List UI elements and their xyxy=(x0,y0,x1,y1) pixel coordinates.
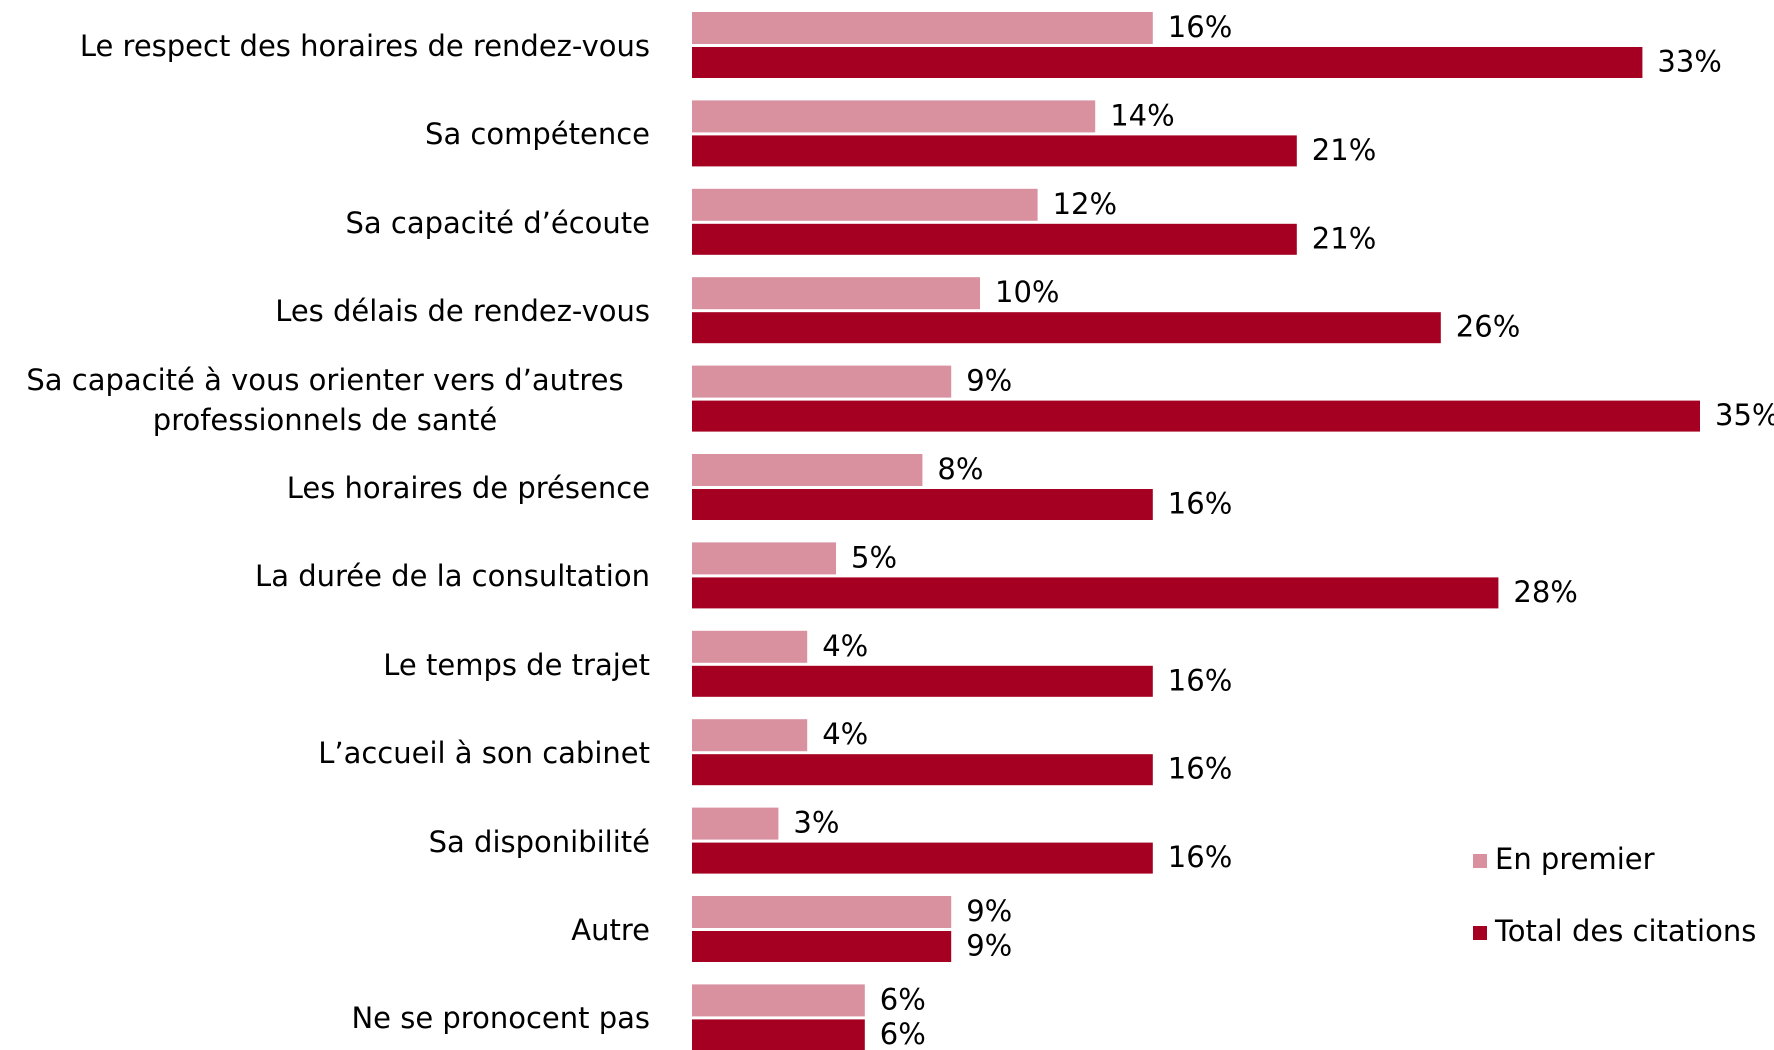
category-label: Sa capacité à vous orienter vers d’autre… xyxy=(26,362,624,437)
bar xyxy=(692,223,1297,255)
category-label: Ne se pronocent pas xyxy=(351,1001,650,1036)
value-label: 26% xyxy=(1456,310,1520,344)
value-label: 6% xyxy=(880,1017,926,1050)
bar xyxy=(692,896,952,928)
value-label: 16% xyxy=(1168,663,1232,697)
category-label: Le temps de trajet xyxy=(383,647,650,682)
value-label: 8% xyxy=(937,452,983,486)
value-label: 6% xyxy=(880,982,926,1016)
value-label: 21% xyxy=(1312,221,1376,255)
bar xyxy=(692,665,1153,697)
bar xyxy=(692,489,1153,520)
value-label: 3% xyxy=(793,806,839,840)
value-label: 16% xyxy=(1168,10,1232,44)
category-label: Sa compétence xyxy=(425,117,650,152)
bar xyxy=(692,1019,865,1050)
value-label: 14% xyxy=(1110,98,1174,132)
bar xyxy=(692,719,808,752)
bar xyxy=(692,400,1700,432)
value-label: 5% xyxy=(851,540,897,574)
value-label: 33% xyxy=(1657,45,1721,79)
legend-swatch xyxy=(1473,926,1487,940)
bar xyxy=(692,630,808,663)
bar xyxy=(692,277,980,310)
bar xyxy=(692,454,923,486)
bar xyxy=(692,100,1096,133)
category-label: Autre xyxy=(571,913,650,947)
value-label: 28% xyxy=(1513,575,1577,609)
value-label: 9% xyxy=(966,364,1012,398)
value-label: 16% xyxy=(1168,752,1232,786)
bar xyxy=(692,931,952,962)
value-label: 16% xyxy=(1168,840,1232,874)
category-label: Les horaires de présence xyxy=(286,471,650,505)
bar xyxy=(692,542,836,575)
value-label: 12% xyxy=(1053,187,1117,221)
value-label: 16% xyxy=(1168,487,1232,521)
bar xyxy=(692,842,1153,874)
bar xyxy=(692,984,865,1017)
value-label: 4% xyxy=(822,629,868,663)
legend-label: Total des citations xyxy=(1494,914,1756,948)
bar xyxy=(692,312,1441,344)
legend-label: En premier xyxy=(1495,842,1655,876)
category-label: L’accueil à son cabinet xyxy=(318,736,650,771)
value-label: 21% xyxy=(1312,133,1376,167)
value-label: 9% xyxy=(966,929,1012,963)
bar xyxy=(692,807,779,840)
value-label: 10% xyxy=(995,275,1059,309)
value-label: 4% xyxy=(822,717,868,751)
category-label: La durée de la consultation xyxy=(255,559,650,594)
bar xyxy=(692,577,1499,609)
bar xyxy=(692,12,1153,44)
legend-swatch xyxy=(1473,854,1487,868)
bar xyxy=(692,188,1038,221)
category-label: Sa disponibilité xyxy=(428,824,650,859)
bar xyxy=(692,754,1153,786)
bar xyxy=(692,365,952,398)
bar xyxy=(692,135,1297,167)
value-label: 35% xyxy=(1715,398,1774,432)
category-label: Le respect des horaires de rendez-vous xyxy=(79,29,650,63)
category-label: Sa capacité d’écoute xyxy=(345,205,650,240)
value-label: 9% xyxy=(966,894,1012,928)
category-label: Les délais de rendez-vous xyxy=(275,294,650,329)
bar xyxy=(692,47,1643,78)
